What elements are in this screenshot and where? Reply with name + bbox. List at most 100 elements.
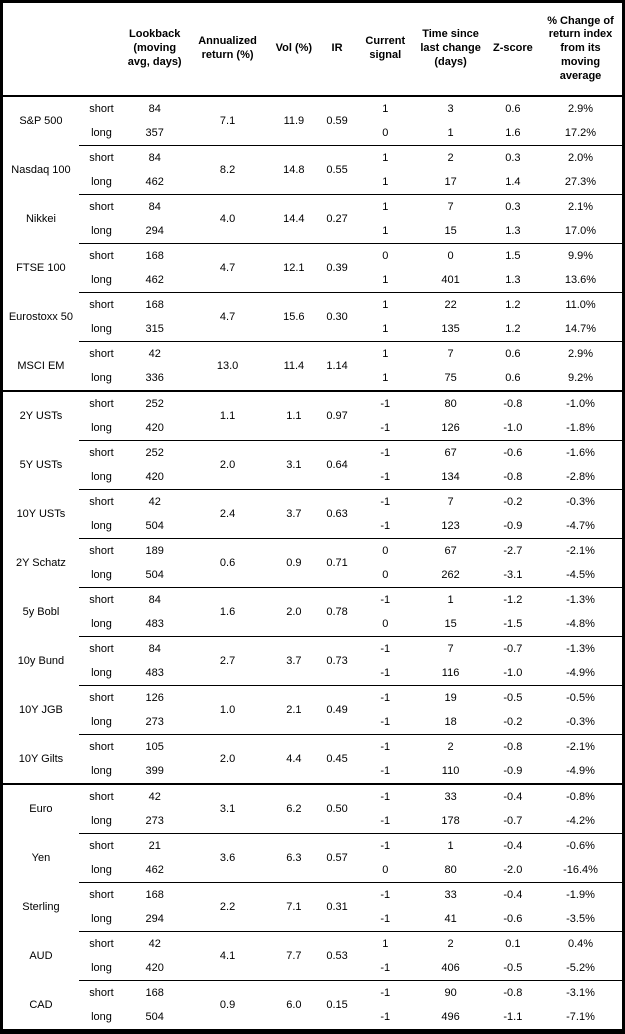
- annualized-return-cell: 2.2: [185, 882, 270, 932]
- pct-change-cell: 0.4%: [539, 931, 624, 956]
- time-since-change-cell: 41: [444, 913, 457, 925]
- time-since-change-cell: 75: [444, 372, 457, 384]
- asset-row-long: long 294 -1 41 -0.6 -3.5%: [2, 907, 624, 932]
- lookback-cell: 420: [145, 471, 164, 483]
- pct-change-cell: 17.0%: [564, 225, 597, 237]
- pct-change-cell: 17.2%: [564, 127, 597, 139]
- signal-cell: -1: [380, 765, 391, 777]
- asset-row-short: CAD short 168 0.9 6.0 0.15 -1 90 -0.8 -3.1%: [2, 980, 624, 1032]
- z-score-cell: -0.8: [486, 390, 539, 416]
- time-since-change-cell: 17: [444, 176, 457, 188]
- asset-name-cell: AUD: [29, 950, 53, 962]
- lookback-cell: 252: [124, 440, 186, 465]
- leg-label-cell: long: [91, 176, 112, 188]
- asset-row-long: long 462 0 80 -2.0 -16.4%: [2, 858, 624, 883]
- ir-cell: 0.63: [317, 489, 357, 539]
- asset-row-long: long 483 -1 116 -1.0 -4.9%: [2, 661, 624, 686]
- leg-label-cell: long: [91, 569, 112, 581]
- vol-cell: 6.2: [269, 783, 318, 834]
- z-score-cell: -0.2: [503, 716, 523, 728]
- signal-cell: -1: [356, 882, 415, 907]
- pct-change-cell: -4.8%: [566, 618, 595, 630]
- time-since-change-cell: 116: [441, 667, 460, 679]
- asset-row-long: long 294 1 15 1.3 17.0%: [2, 219, 624, 244]
- lookback-cell: 168: [124, 882, 186, 907]
- header-cell-time-since-change: Time since last change (days): [414, 1, 487, 97]
- ir-cell: 0.39: [317, 243, 357, 293]
- time-since-change-cell: 1: [447, 127, 454, 139]
- pct-change-cell: -4.9%: [566, 667, 595, 679]
- leg-label-cell: long: [91, 372, 112, 384]
- time-since-change-cell: 2: [414, 931, 487, 956]
- signal-cell: 0: [356, 538, 415, 563]
- lookback-cell: 252: [124, 390, 186, 416]
- ir-cell: 0.64: [317, 440, 357, 490]
- time-since-change-cell: 80: [414, 390, 487, 416]
- asset-row-short: 2Y USTs short 252 1.1 1.1 0.97 -1 80 -0.8 -1.0%: [1, 390, 624, 441]
- pct-change-cell: -1.3%: [539, 587, 624, 612]
- leg-label-cell: short: [78, 882, 125, 907]
- pct-change-cell: 9.2%: [567, 372, 594, 384]
- ir-cell: 1.14: [317, 341, 357, 391]
- time-since-change-cell: 0: [414, 243, 487, 268]
- pct-change-cell: -0.6%: [539, 833, 624, 858]
- lookback-cell: 42: [124, 931, 186, 956]
- asset-row-long: long 315 1 135 1.2 14.7%: [2, 317, 624, 342]
- leg-label-cell: short: [78, 783, 125, 809]
- header-row: Lookback (moving avg, days) Annualized r…: [1, 1, 624, 97]
- vol-cell: 6.3: [269, 833, 318, 883]
- asset-name-cell: Nasdaq 100: [11, 164, 71, 176]
- pct-change-cell: -2.8%: [566, 471, 595, 483]
- lookback-cell: 336: [145, 372, 164, 384]
- leg-label-cell: short: [78, 390, 125, 416]
- z-score-cell: -0.9: [503, 520, 523, 532]
- vol-cell: 11.4: [269, 341, 318, 391]
- leg-label-cell: long: [91, 323, 112, 335]
- signal-cell: -1: [356, 980, 415, 1005]
- pct-change-cell: 2.0%: [539, 145, 624, 170]
- leg-label-cell: short: [78, 292, 125, 317]
- time-since-change-cell: 7: [414, 489, 487, 514]
- signal-cell: 1: [382, 274, 389, 286]
- ir-cell: 0.97: [317, 390, 357, 441]
- lookback-cell: 168: [124, 243, 186, 268]
- ir-cell: 0.45: [317, 734, 357, 784]
- lookback-cell: 84: [124, 587, 186, 612]
- z-score-cell: 0.3: [486, 194, 539, 219]
- z-score-cell: -0.4: [486, 783, 539, 809]
- leg-label-cell: short: [78, 685, 125, 710]
- leg-label-cell: short: [78, 636, 125, 661]
- signal-cell: -1: [380, 962, 391, 974]
- ir-cell: 0.15: [317, 980, 357, 1032]
- z-score-cell: -1.1: [503, 1011, 523, 1023]
- vol-cell: 14.8: [269, 145, 318, 195]
- signal-cell: -1: [356, 783, 415, 809]
- z-score-cell: 0.3: [486, 145, 539, 170]
- header-cell-ir: IR: [317, 1, 357, 97]
- signal-cell: 0: [382, 127, 389, 139]
- lookback-cell: 21: [124, 833, 186, 858]
- leg-label-cell: long: [91, 716, 112, 728]
- lookback-cell: 84: [124, 194, 186, 219]
- time-since-change-cell: 67: [414, 440, 487, 465]
- asset-row-long: long 462 1 17 1.4 27.3%: [2, 170, 624, 195]
- asset-name-cell: Euro: [1, 783, 79, 834]
- asset-row-long: long 483 0 15 -1.5 -4.8%: [2, 612, 624, 637]
- time-since-change-cell: 15: [444, 225, 457, 237]
- signal-cell: -1: [356, 833, 415, 858]
- pct-change-cell: 11.0%: [539, 292, 624, 317]
- pct-change-cell: 9.9%: [539, 243, 624, 268]
- signal-cell: 1: [356, 341, 415, 366]
- z-score-cell: 0.1: [486, 931, 539, 956]
- header-cell-vol: Vol (%): [269, 1, 318, 97]
- time-since-change-cell: 3: [447, 103, 454, 115]
- vol-cell: 15.6: [269, 292, 318, 342]
- lookback-cell: 483: [145, 618, 164, 630]
- leg-label-cell: short: [78, 538, 125, 563]
- vol-cell: 14.4: [269, 194, 318, 244]
- signal-cell: -1: [380, 716, 391, 728]
- lookback-cell: 462: [145, 176, 164, 188]
- asset-row-long: long 504 0 262 -3.1 -4.5%: [2, 563, 624, 588]
- asset-row-short: MSCI EM short 42 13.0 11.4 1.14 1 7 0.6 2.9%: [2, 341, 624, 391]
